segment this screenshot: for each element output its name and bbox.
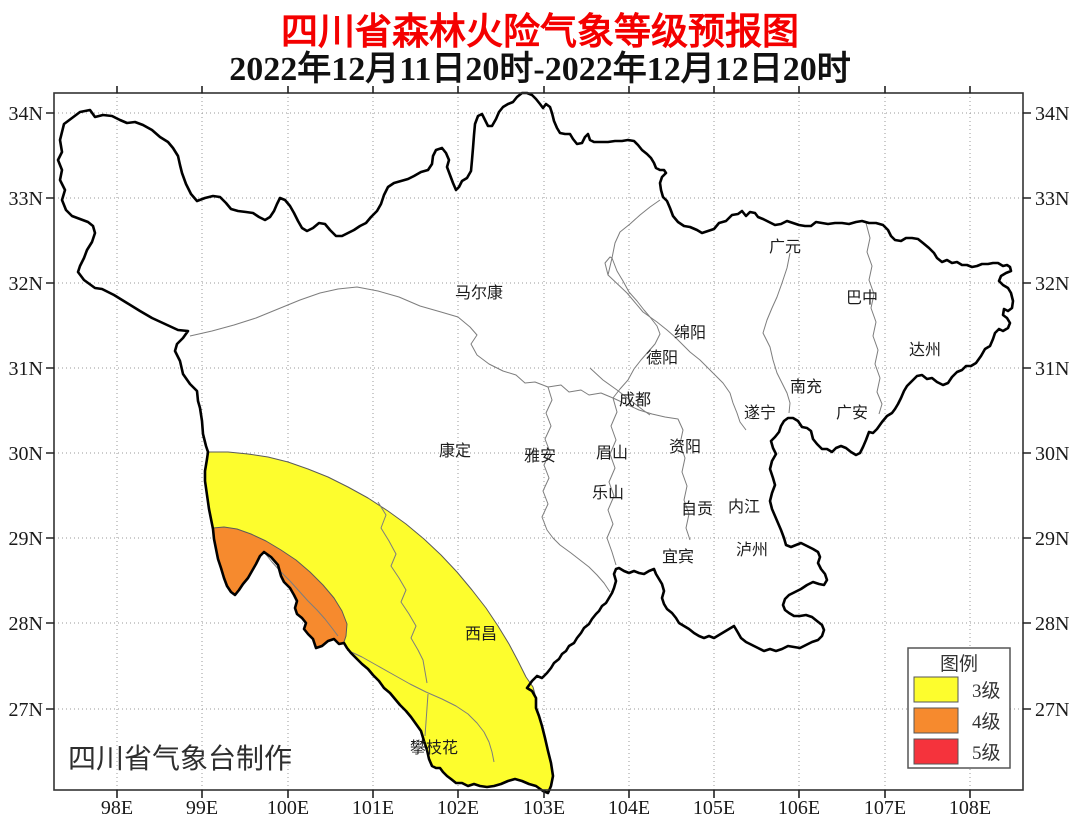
lat-tick-label: 32N — [9, 273, 43, 295]
city-label-guangan: 广安 — [836, 404, 868, 422]
lon-tick-label: 99E — [186, 797, 218, 819]
lat-tick-label: 30N — [1035, 443, 1069, 465]
grid-horizontal-lines — [54, 112, 1023, 710]
lat-tick-label: 32N — [1035, 273, 1069, 295]
legend-label-level-5: 5级 — [972, 742, 1001, 764]
lat-tick-label: 29N — [1035, 528, 1069, 550]
lat-axis-left: 34N 33N 32N 31N 30N 29N 28N 27N — [9, 103, 43, 721]
city-label-suining: 遂宁 — [744, 404, 776, 422]
city-label-yibin: 宜宾 — [662, 548, 694, 566]
city-label-bazhong: 巴中 — [846, 289, 878, 307]
city-label-deyang: 德阳 — [646, 349, 678, 367]
lat-tick-label: 28N — [9, 613, 43, 635]
lat-axis-right: 34N 33N 32N 31N 30N 29N 28N 27N — [1035, 103, 1069, 721]
city-label-chengdu: 成都 — [619, 391, 651, 409]
lon-axis-bottom: 98E 99E 100E 101E 102E 103E 104E 105E 10… — [101, 797, 991, 819]
lon-tick-label: 107E — [864, 797, 906, 819]
city-labels: 马尔康 广元 巴中 绵阳 德阳 达州 成都 南充 遂宁 广安 康定 雅安 眉山 … — [410, 238, 941, 757]
attribution-text: 四川省气象台制作 — [68, 743, 292, 775]
lat-tick-label: 27N — [9, 699, 43, 721]
city-label-nanchong: 南充 — [790, 378, 822, 396]
city-label-dazhou: 达州 — [909, 341, 941, 359]
legend: 图例 3级 4级 5级 — [907, 647, 1011, 769]
city-label-guangyuan: 广元 — [769, 238, 801, 256]
city-label-maerkang: 马尔康 — [455, 284, 503, 302]
lon-tick-label: 106E — [778, 797, 820, 819]
lon-tick-label: 102E — [437, 797, 479, 819]
city-label-xichang: 西昌 — [465, 626, 497, 643]
grid-vertical-lines — [116, 93, 971, 790]
lat-tick-label: 33N — [1035, 188, 1069, 210]
city-label-neijiang: 内江 — [728, 498, 760, 516]
legend-swatch-level-4 — [913, 707, 959, 734]
legend-swatch-level-3 — [913, 676, 959, 703]
lon-tick-label: 104E — [608, 797, 650, 819]
lon-tick-label: 108E — [949, 797, 991, 819]
legend-title: 图例 — [940, 653, 978, 675]
city-label-meishan: 眉山 — [596, 444, 628, 462]
city-label-kangding: 康定 — [439, 442, 471, 460]
lat-tick-label: 28N — [1035, 613, 1069, 635]
lon-tick-label: 98E — [101, 797, 133, 819]
lon-tick-label: 105E — [693, 797, 735, 819]
province-boundary — [56, 91, 1015, 795]
prefecture-borders — [189, 199, 883, 763]
legend-label-level-4: 4级 — [972, 711, 1001, 733]
lat-tick-label: 34N — [9, 103, 43, 125]
lat-tick-label: 27N — [1035, 699, 1069, 721]
page-subtitle: 2022年12月11日20时-2022年12月12日20时 — [229, 50, 850, 88]
lat-tick-label: 33N — [9, 188, 43, 210]
lat-tick-label: 29N — [9, 528, 43, 550]
lat-tick-label: 34N — [1035, 103, 1069, 125]
city-label-yaan: 雅安 — [524, 447, 556, 465]
lon-tick-label: 101E — [352, 797, 394, 819]
page-title: 四川省森林火险气象等级预报图 — [281, 11, 799, 53]
city-label-ziyang: 资阳 — [669, 438, 701, 456]
city-label-luzhou: 泸州 — [736, 541, 768, 559]
city-label-leshan: 乐山 — [592, 484, 624, 502]
legend-swatch-level-5 — [913, 738, 959, 765]
lat-tick-label: 31N — [1035, 358, 1069, 380]
plot-frame — [53, 92, 1024, 791]
axis-ticks — [46, 86, 1031, 798]
city-label-zigong: 自贡 — [681, 500, 713, 518]
lon-tick-label: 103E — [523, 797, 565, 819]
city-label-mianyang: 绵阳 — [674, 324, 706, 342]
lon-tick-label: 100E — [267, 797, 309, 819]
legend-label-level-3: 3级 — [972, 680, 1001, 702]
city-label-panzhihua: 攀枝花 — [410, 739, 458, 757]
lat-tick-label: 31N — [9, 358, 43, 380]
lat-tick-label: 30N — [9, 443, 43, 465]
